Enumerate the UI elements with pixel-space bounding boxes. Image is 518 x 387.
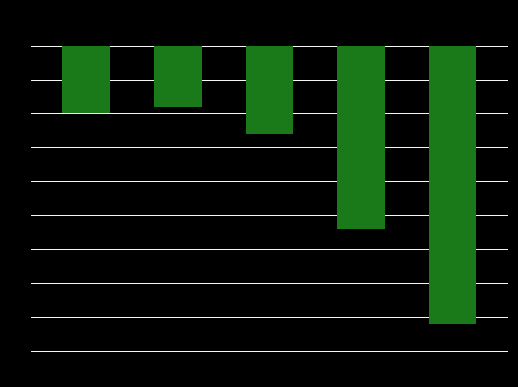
Bar [337,46,385,229]
Bar [62,46,110,113]
Bar [246,46,293,134]
Bar [429,46,477,324]
Bar [154,46,202,107]
